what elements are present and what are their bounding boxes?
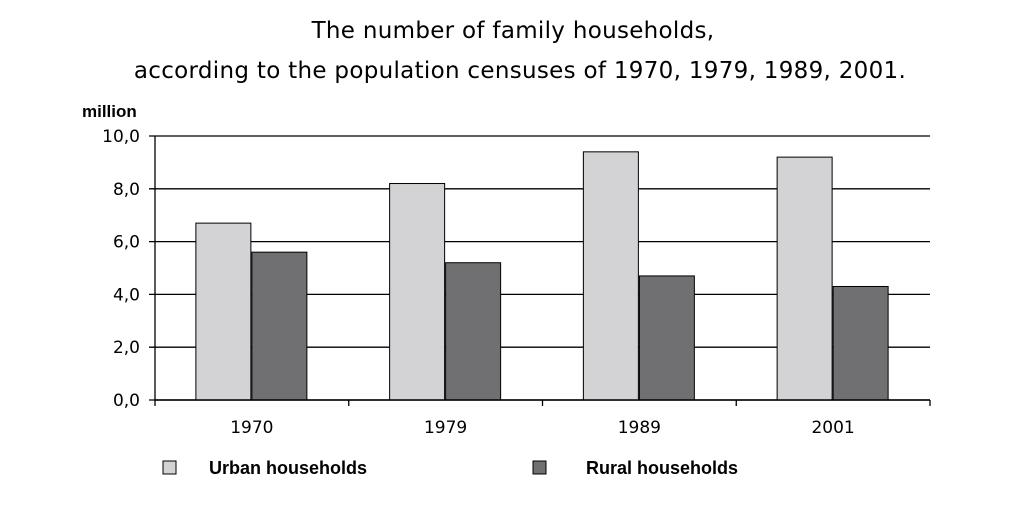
- x-tick-label: 1979: [424, 418, 467, 438]
- y-tick-label: 6,0: [113, 233, 140, 253]
- y-tick-labels: 0,0 2,0 4,0 6,0 8,0 10,0: [102, 127, 140, 411]
- y-tick-label: 8,0: [113, 180, 140, 200]
- x-tick-label: 2001: [811, 418, 854, 438]
- legend: Urban households Rural households: [162, 458, 738, 478]
- legend-swatch-rural-households: [532, 460, 547, 475]
- y-tick-label: 10,0: [102, 127, 140, 147]
- y-tick-label: 2,0: [113, 338, 140, 358]
- y-axis-unit-label: million: [82, 102, 137, 121]
- bar-urban-households-1970: [195, 222, 252, 401]
- bar-urban-households-1979: [389, 183, 446, 401]
- bars: [195, 151, 889, 401]
- bar-rural-households-1970: [251, 251, 308, 401]
- bar-urban-households-1989: [582, 151, 639, 401]
- axes: [154, 136, 931, 406]
- bar-rural-households-1979: [445, 262, 502, 401]
- chart-subtitle: according to the population censuses of …: [133, 58, 907, 84]
- chart-title: The number of family households,: [311, 18, 715, 44]
- bar-rural-households-2001: [832, 285, 889, 401]
- x-tick-label: 1989: [618, 418, 661, 438]
- bar-urban-households-2001: [776, 156, 833, 401]
- y-tick-label: 4,0: [113, 285, 140, 305]
- x-tick-label: 1970: [230, 418, 273, 438]
- y-tick-label: 0,0: [113, 391, 140, 411]
- bar-rural-households-1989: [638, 275, 695, 401]
- x-tick-labels: 1970 1979 1989 2001: [230, 418, 855, 438]
- legend-label: Rural households: [586, 458, 738, 478]
- legend-swatch-urban-households: [162, 460, 177, 475]
- legend-label: Urban households: [209, 458, 367, 478]
